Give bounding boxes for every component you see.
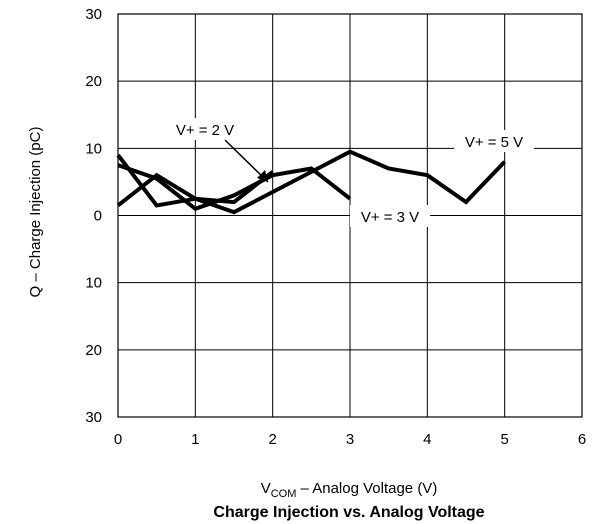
annotation-background xyxy=(454,130,534,152)
series-annotation-label: V+ = 2 V xyxy=(176,122,234,139)
y-axis-label: Q – Charge Injection (pC) xyxy=(27,127,44,298)
series-lines xyxy=(116,149,507,215)
y-tick-label: 30 xyxy=(85,6,102,23)
series-line-2 xyxy=(117,163,352,212)
x-tick-label: 3 xyxy=(346,431,354,448)
plot-frame xyxy=(117,13,583,418)
annotation-background xyxy=(161,118,249,140)
x-axis-label: VCOM – Analog Voltage (V) xyxy=(261,480,438,500)
series-annotation-label: V+ = 3 V xyxy=(361,209,419,226)
y-tick-label: 20 xyxy=(85,342,102,359)
annotations: V+ = 2 V V+ = 3 V V+ = 5 V xyxy=(161,118,534,227)
x-tick-label: 6 xyxy=(578,431,586,448)
x-tick-label: 1 xyxy=(191,431,199,448)
series-line-3 xyxy=(116,149,507,215)
x-axis-label-suffix: – Analog Voltage (V) xyxy=(296,480,437,497)
y-tick-label: 20 xyxy=(85,73,102,90)
annotation-arrowhead xyxy=(257,170,268,182)
chart-title: Charge Injection vs. Analog Voltage xyxy=(213,504,484,521)
x-axis-label-prefix: V xyxy=(261,480,271,497)
x-axis-ticks: 0 1 2 3 4 5 6 xyxy=(114,431,586,448)
x-tick-label: 0 xyxy=(114,431,122,448)
annotation-background xyxy=(350,205,430,227)
y-tick-label: 0 xyxy=(94,208,102,225)
y-axis-ticks: 30 20 10 0 10 20 30 xyxy=(85,6,102,426)
x-tick-label: 5 xyxy=(500,431,508,448)
y-tick-label: 30 xyxy=(85,409,102,426)
series-annotation-label: V+ = 5 V xyxy=(465,134,523,151)
y-tick-label: 10 xyxy=(85,140,102,157)
x-axis-label-subscript: COM xyxy=(271,488,297,500)
y-tick-label: 10 xyxy=(85,275,102,292)
x-tick-label: 4 xyxy=(423,431,431,448)
x-tick-label: 2 xyxy=(268,431,276,448)
